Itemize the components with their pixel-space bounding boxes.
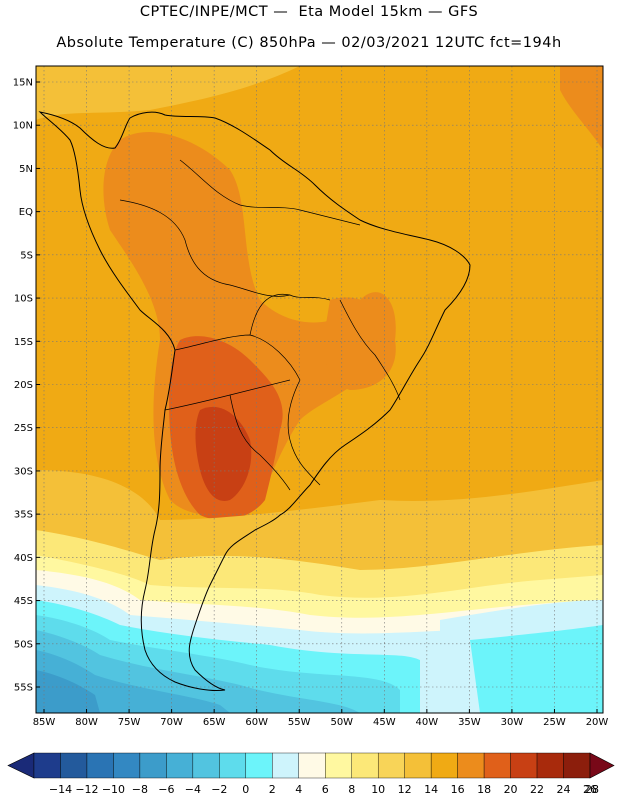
- colorbar-swatch: [351, 752, 379, 779]
- lat-tick-label: 40S: [14, 553, 33, 564]
- field-band-cyan-southeast: [470, 625, 603, 713]
- colorbar-label: 10: [371, 783, 385, 796]
- colorbar-swatch: [272, 752, 299, 779]
- chart-title-line2: Absolute Temperature (C) 850hPa — 02/03/…: [56, 35, 562, 51]
- lat-tick-label: 5N: [19, 164, 33, 175]
- lon-tick-label: 55W: [288, 717, 311, 728]
- lat-tick-label: 35S: [14, 510, 33, 521]
- colorbar-label: −8: [132, 783, 148, 796]
- lat-tick-label: 25S: [14, 423, 33, 434]
- country-borders: [119, 159, 401, 491]
- lat-tick-label: 5S: [20, 250, 33, 261]
- colorbar-label: −12: [75, 783, 98, 796]
- lon-tick-label: 60W: [245, 717, 268, 728]
- field-band-warm-atlantic: [560, 66, 603, 150]
- lat-tick-label: 50S: [14, 639, 33, 650]
- colorbar-swatch: [404, 752, 432, 779]
- lon-tick-label: 35W: [458, 717, 481, 728]
- chart-title-line1: CPTEC/INPE/MCT — Eta Model 15km — GFS: [139, 4, 479, 20]
- colorbar-swatch: [483, 752, 511, 779]
- lat-lon-grid: [36, 66, 603, 713]
- lon-tick-label: 85W: [33, 717, 56, 728]
- colorbar-label: 12: [398, 783, 412, 796]
- lat-tick-label: 10S: [14, 294, 33, 305]
- lon-tick-label: 25W: [543, 717, 566, 728]
- colorbar-swatch: [298, 752, 326, 779]
- lon-tick-label: 40W: [416, 717, 439, 728]
- colorbar-swatch: [325, 752, 352, 779]
- colorbar-swatch: [377, 752, 405, 779]
- colorbar-swatch: [245, 752, 273, 779]
- colorbar-label: 20: [504, 783, 518, 796]
- colorbar-label: 18: [477, 783, 491, 796]
- colorbar-swatch: [139, 752, 167, 779]
- lat-tick-label: EQ: [19, 207, 33, 218]
- colorbar-swatch: [113, 752, 141, 779]
- colorbar-swatch: [536, 752, 564, 779]
- lat-tick-label: 15N: [13, 78, 33, 89]
- field-band-blue3: [36, 670, 100, 713]
- colorbar-label: 24: [557, 783, 571, 796]
- colorbar-label: −14: [49, 783, 72, 796]
- lon-tick-label: 70W: [160, 717, 183, 728]
- colorbar-swatch: [510, 752, 538, 779]
- colorbar-label: −2: [211, 783, 227, 796]
- lat-tick-label: 55S: [14, 683, 33, 694]
- lat-tick-label: 30S: [14, 466, 33, 477]
- lat-tick-label: 45S: [14, 596, 33, 607]
- temperature-field: [36, 66, 603, 713]
- colorbar-swatch: [86, 752, 114, 779]
- colorbar: −14 −12 −10 −8 −6 −4 −2 0 2 4 6 8 10 12 14 16 18 20 22 24 26…: [7, 752, 615, 796]
- colorbar-label: 0: [242, 783, 249, 796]
- lat-tick-label: 10N: [13, 121, 33, 132]
- lon-tick-label: 30W: [501, 717, 524, 728]
- colorbar-label: 16: [451, 783, 465, 796]
- colorbar-label: 6: [322, 783, 329, 796]
- south-america-coastline: [38, 111, 471, 691]
- plot-frame: [35, 65, 604, 714]
- colorbar-over-arrow: [589, 752, 615, 779]
- lon-tick-label: 80W: [75, 717, 98, 728]
- colorbar-label: 26: [583, 783, 597, 796]
- lon-tick-label: 75W: [118, 717, 141, 728]
- colorbar-under-arrow: [7, 752, 35, 779]
- colorbar-swatch: [219, 752, 247, 779]
- colorbar-label: 8: [348, 783, 355, 796]
- colorbar-label: −4: [185, 783, 201, 796]
- lon-tick-label: 20W: [586, 717, 609, 728]
- colorbar-label: 2: [269, 783, 276, 796]
- lat-tick-label: 15S: [14, 337, 33, 348]
- colorbar-swatch: [166, 752, 194, 779]
- lon-tick-label: 50W: [330, 717, 353, 728]
- colorbar-label: −10: [102, 783, 125, 796]
- latitude-labels: 15N 10N 5N EQ 5S 10S 15S 20S 25S 30S 35S 40S 45S 50S 5…: [13, 78, 40, 694]
- colorbar-swatch: [60, 752, 88, 779]
- field-band-hottest: [195, 406, 252, 501]
- colorbar-label: 4: [295, 783, 302, 796]
- lat-tick-label: 20S: [14, 380, 33, 391]
- colorbar-swatch: [430, 752, 458, 779]
- colorbar-swatch: [457, 752, 485, 779]
- colorbar-label: 14: [424, 783, 438, 796]
- lon-tick-label: 65W: [203, 717, 226, 728]
- colorbar-label: 28: [585, 783, 599, 796]
- colorbar-swatch: [192, 752, 220, 779]
- colorbar-swatch: [563, 752, 591, 779]
- longitude-labels: 85W 80W 75W 70W 65W 60W 55W 50W 45W 40W 35W 30W 25W 2…: [33, 709, 609, 728]
- field-band-mild-nw: [36, 66, 300, 120]
- colorbar-swatch: [33, 752, 61, 779]
- colorbar-label: −6: [158, 783, 174, 796]
- lon-tick-label: 45W: [373, 717, 396, 728]
- colorbar-label: 22: [530, 783, 544, 796]
